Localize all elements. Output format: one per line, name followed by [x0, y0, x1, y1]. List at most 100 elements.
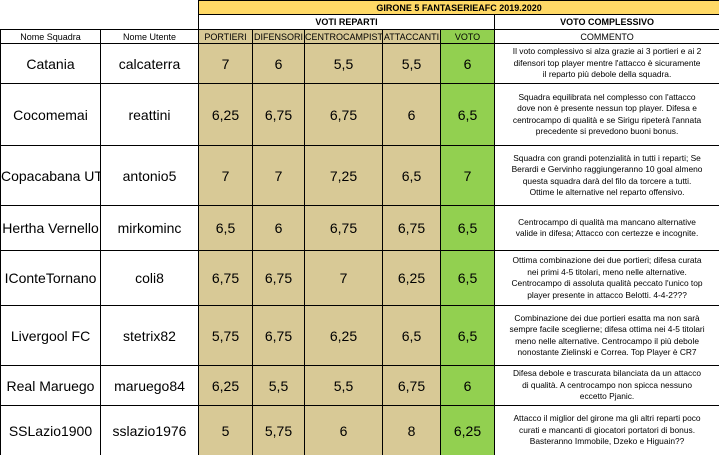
- score-cell: 6,5: [440, 305, 495, 366]
- name-cell: Catania: [0, 43, 101, 84]
- comment-line: di qualità. A centrocampo non spicca nes…: [522, 379, 692, 390]
- comment-line: nonostante Zielinski e Correa. Top Playe…: [517, 347, 697, 357]
- score-cell: 6,75: [252, 250, 305, 306]
- comment-line: Ottime le alternative nel reparto offens…: [529, 187, 685, 197]
- score-cell: 6,5: [440, 250, 495, 306]
- score-cell: 6,5: [198, 205, 253, 251]
- name-cell: sslazio1976: [100, 405, 199, 455]
- score-cell: 7: [440, 145, 495, 206]
- score-cell: 5,5: [304, 365, 383, 406]
- team-row: Real Maruego maruego84 6,25 5,5 5,5 6,75 6 Dife…: [0, 365, 719, 406]
- comment-line: nei primi 4-5 titolari, meno nelle alter…: [527, 266, 687, 277]
- comment-line: Berardi e Gervinho raggiungeranno 10 goa…: [511, 164, 703, 174]
- team-row: Catania calcaterra 7 6 5,5 5,5 6 Il voto comple…: [0, 43, 719, 84]
- score-cell: 5,5: [304, 43, 383, 84]
- team-row: Copacabana UTDantonio5777,256,57Squadra …: [0, 145, 719, 206]
- column-header: Nome Utente: [100, 29, 199, 44]
- blank-cell: [0, 14, 199, 30]
- score-cell: 5,5: [252, 365, 305, 406]
- name-cell: SSLazio1900: [0, 405, 101, 455]
- comment-line: questa squadra darà del filo da torcere …: [522, 175, 692, 186]
- comment-line: meno nelle alternative. Centrocampo il p…: [515, 335, 699, 346]
- score-cell: 6,25: [382, 250, 441, 306]
- name-cell: stetrix82: [100, 305, 199, 366]
- score-cell: 6,5: [440, 205, 495, 251]
- score-cell: 5,75: [198, 305, 253, 366]
- score-cell: 6,75: [382, 205, 441, 251]
- group-row: VOTI REPARTI VOTO COMPLESSIVO: [0, 14, 719, 30]
- comment-line: Il voto complessivo si alza grazie ai 3 …: [512, 46, 702, 57]
- comment-line: player presente in attacco Belotti. 4-4-…: [527, 289, 687, 300]
- comment-line: valide in difesa; Attacco con certezze e…: [515, 228, 699, 238]
- comment-cell: Difesa debole e trascurata bilanciata da…: [493, 365, 719, 406]
- team-row: Hertha Vernello mirkominc 6,5 6 6,75 6,75 6,5 C…: [0, 205, 719, 251]
- name-cell: coli8: [100, 250, 199, 306]
- name-cell: Hertha Vernello: [0, 205, 101, 251]
- comment-line: Centrocampo di qualità ma mancano altern…: [518, 216, 696, 227]
- name-cell: calcaterra: [100, 43, 199, 84]
- comment-cell: Squadra equilibrata nel complesso con l'…: [493, 83, 719, 146]
- comment-cell: Squadra con grandi potenzialità in tutti…: [493, 145, 719, 206]
- team-row: Cocomemai reattini 6,25 6,75 6,75 6 6,5 Squadra…: [0, 83, 719, 146]
- comment-line: sempre facile sceglierne; difesa ottima …: [509, 324, 705, 334]
- score-cell: 6: [252, 43, 305, 84]
- comment-line: Attacco il miglior del girone ma gli alt…: [513, 413, 701, 424]
- column-header: COMMENTO: [493, 29, 719, 44]
- score-cell: 7,25: [304, 145, 383, 206]
- score-cell: 6: [440, 365, 495, 406]
- score-cell: 6: [382, 83, 441, 146]
- name-cell: Cocomemai: [0, 83, 101, 146]
- name-cell: IConteTornano: [0, 250, 101, 306]
- score-cell: 7: [304, 250, 383, 306]
- column-header-row: Nome Squadra Nome Utente PORTIERI DIFENSORI…: [0, 29, 719, 44]
- score-cell: 6,25: [198, 365, 253, 406]
- comment-line: Combinazione dei due portieri esatta ma …: [514, 312, 700, 323]
- group-header: VOTI REPARTI: [198, 14, 495, 30]
- score-cell: 6,25: [304, 305, 383, 366]
- column-header: ATTACCANTI: [382, 29, 441, 44]
- score-cell: 6,75: [382, 365, 441, 406]
- comment-line: Centrocampo di assoluta qualità peccato …: [511, 278, 703, 288]
- comment-line: difensori top player mentre l'attacco è …: [513, 57, 701, 68]
- name-cell: reattini: [100, 83, 199, 146]
- comment-cell: Centrocampo di qualità ma mancano altern…: [493, 205, 719, 251]
- column-header: Nome Squadra: [0, 29, 101, 44]
- score-cell: 6: [440, 43, 495, 84]
- team-row: Livergool FC stetrix82 5,75 6,75 6,25 6,5 6,5 C…: [0, 305, 719, 366]
- comment-cell: Attacco il miglior del girone ma gli alt…: [493, 405, 719, 455]
- comment-cell: Ottima combinazione dei due portieri; di…: [493, 250, 719, 306]
- score-cell: 6,75: [252, 83, 305, 146]
- comment-cell: Combinazione dei due portieri esatta ma …: [493, 305, 719, 366]
- comment-line: Difesa debole e trascurata bilanciata da…: [512, 368, 702, 379]
- group-header: VOTO COMPLESSIVO: [493, 14, 719, 30]
- score-cell: 6,75: [304, 83, 383, 146]
- comment-line: Squadra equilibrata nel complesso con l'…: [518, 91, 696, 102]
- score-cell: 6,75: [198, 250, 253, 306]
- comment-line: curati e mancanti di giocatori portatori…: [519, 424, 696, 435]
- comment-line: dove non è presente nessun top player. D…: [517, 103, 697, 113]
- score-cell: 7: [198, 43, 253, 84]
- score-cell: 6: [252, 205, 305, 251]
- score-cell: 6,5: [440, 83, 495, 146]
- comment-line: eccetto Pjanic.: [579, 391, 635, 402]
- score-cell: 6,75: [252, 305, 305, 366]
- blank-cell: [1, 1, 199, 15]
- score-cell: 7: [252, 145, 305, 206]
- comment-line: Ottima combinazione dei due portieri; di…: [512, 255, 702, 265]
- name-cell: antonio5: [100, 145, 199, 206]
- score-cell: 6,25: [198, 83, 253, 146]
- comment-cell: Il voto complessivo si alza grazie ai 3 …: [493, 43, 719, 84]
- comment-line: Squadra con grandi potenzialità in tutti…: [513, 152, 701, 163]
- table-title: GIRONE 5 FANTASERIEAFC 2019.2020: [197, 0, 719, 15]
- comment-line: Basteranno Immobile, Dzeko e Higuain??: [529, 436, 685, 447]
- score-cell: 6,5: [382, 145, 441, 206]
- comment-line: il reparto più debole della squadra.: [542, 69, 672, 80]
- name-cell: maruego84: [100, 365, 199, 406]
- column-header: VOTO: [440, 29, 495, 44]
- column-header: PORTIERI: [198, 29, 253, 44]
- score-cell: 8: [382, 405, 441, 455]
- score-cell: 6: [304, 405, 383, 455]
- score-cell: 6,75: [304, 205, 383, 251]
